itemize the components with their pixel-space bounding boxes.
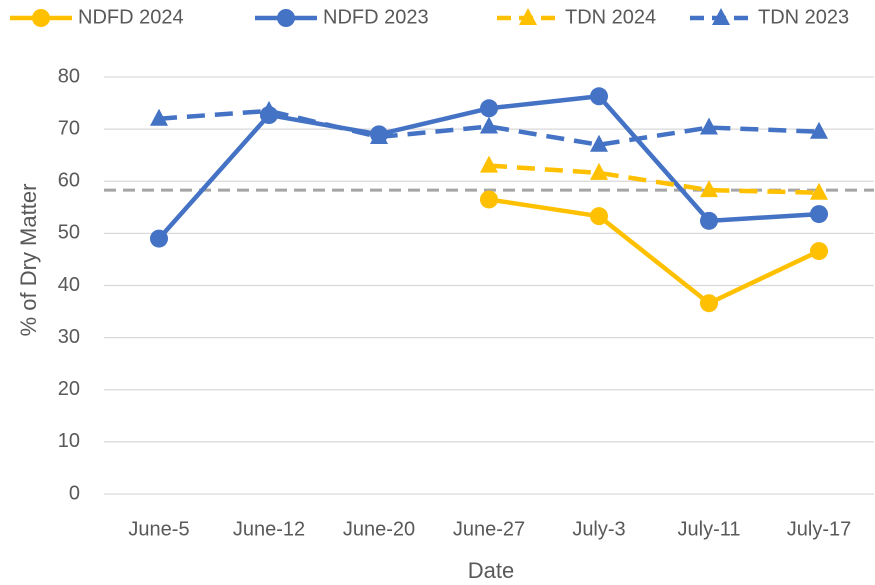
marker bbox=[810, 121, 828, 139]
marker bbox=[810, 205, 828, 224]
legend-label: NDFD 2024 bbox=[78, 6, 184, 28]
legend-label: TDN 2024 bbox=[565, 6, 656, 28]
legend-label: NDFD 2023 bbox=[323, 6, 429, 28]
y-tick-label: 30 bbox=[58, 326, 80, 348]
marker bbox=[810, 182, 828, 200]
marker bbox=[150, 229, 168, 248]
legend-label: TDN 2023 bbox=[758, 6, 849, 28]
marker bbox=[590, 207, 608, 226]
x-tick-label: June-12 bbox=[233, 518, 305, 540]
marker bbox=[700, 294, 718, 313]
marker bbox=[700, 180, 718, 198]
marker bbox=[590, 162, 608, 180]
y-tick-label: 40 bbox=[58, 274, 80, 296]
marker bbox=[590, 87, 608, 106]
marker bbox=[480, 99, 498, 118]
marker bbox=[480, 190, 498, 209]
marker bbox=[370, 126, 388, 144]
marker bbox=[700, 117, 718, 135]
x-tick-label: July-17 bbox=[787, 518, 851, 540]
x-tick-label: June-5 bbox=[128, 518, 189, 540]
y-axis-label: % of Dry Matter bbox=[16, 184, 41, 337]
y-tick-label: 60 bbox=[58, 170, 80, 192]
marker bbox=[700, 211, 718, 230]
y-tick-label: 20 bbox=[58, 378, 80, 400]
x-tick-label: July-11 bbox=[678, 518, 741, 540]
marker bbox=[480, 155, 498, 173]
marker bbox=[480, 116, 498, 134]
marker bbox=[590, 134, 608, 152]
series-line bbox=[488, 197, 820, 306]
legend-marker bbox=[519, 8, 537, 25]
marker bbox=[810, 242, 828, 261]
x-tick-label: June-20 bbox=[343, 518, 415, 540]
x-tick-label: June-27 bbox=[453, 518, 525, 540]
y-tick-label: 0 bbox=[69, 482, 80, 504]
y-tick-label: 80 bbox=[58, 65, 80, 87]
marker bbox=[150, 108, 168, 126]
legend-marker bbox=[712, 8, 730, 25]
y-tick-label: 10 bbox=[58, 430, 80, 452]
legend-marker bbox=[32, 9, 50, 27]
y-tick-label: 50 bbox=[58, 222, 80, 244]
marker bbox=[260, 100, 278, 118]
x-tick-label: July-3 bbox=[572, 518, 625, 540]
x-axis-label: Date bbox=[468, 558, 514, 583]
legend-marker bbox=[277, 9, 295, 27]
y-tick-label: 70 bbox=[58, 117, 80, 139]
